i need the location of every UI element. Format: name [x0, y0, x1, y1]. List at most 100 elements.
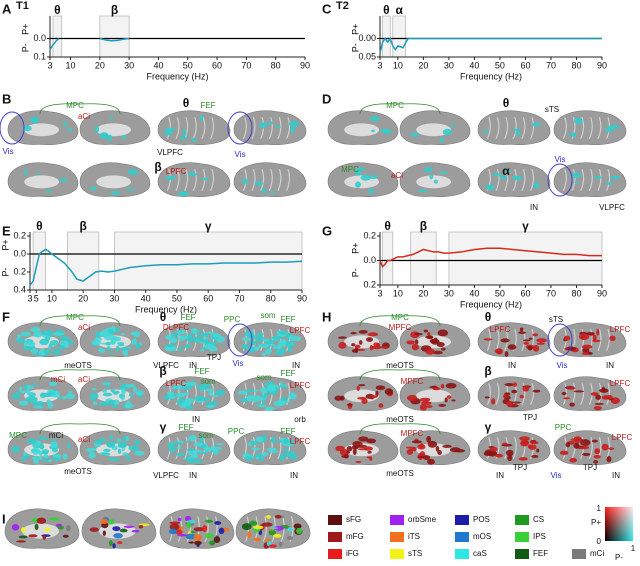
blob	[283, 438, 289, 445]
brain	[399, 110, 471, 145]
blob	[610, 124, 620, 130]
region-label: IN	[508, 361, 516, 370]
region-label: sTS	[545, 105, 559, 114]
blob	[193, 527, 205, 532]
legend-swatch	[515, 549, 529, 559]
sulcus	[251, 383, 256, 406]
blob	[266, 447, 278, 451]
blob	[173, 385, 183, 389]
blob	[437, 329, 449, 337]
region-label: PPC	[228, 427, 245, 436]
blob	[58, 336, 67, 340]
x-tick-label: 70	[234, 293, 244, 303]
legend-label: mFG	[346, 532, 364, 541]
blob	[288, 120, 299, 128]
x-tick-label: 30	[109, 293, 119, 303]
blob	[169, 337, 178, 343]
blob	[30, 326, 41, 333]
blob	[121, 447, 125, 452]
blob	[67, 128, 73, 132]
blob	[445, 382, 457, 389]
brain-outline	[477, 162, 551, 197]
blob	[91, 388, 97, 391]
blob	[133, 386, 138, 393]
y-tick-label: 0.2	[363, 230, 376, 240]
blob	[121, 135, 127, 139]
legend-swatch	[515, 515, 529, 525]
blob	[193, 534, 202, 541]
brain-medial	[22, 523, 60, 539]
brain-outline	[477, 430, 551, 465]
brain	[233, 322, 307, 357]
blob	[113, 441, 118, 444]
blob	[135, 390, 145, 396]
blob	[33, 405, 45, 409]
y-tick-label: 0.4	[13, 284, 26, 294]
blob	[573, 390, 585, 393]
blob	[289, 454, 299, 460]
blob	[186, 333, 197, 336]
blob	[427, 458, 435, 465]
region-label: meOTS	[64, 467, 92, 476]
blob	[269, 121, 273, 125]
blob	[186, 521, 191, 529]
blob	[122, 349, 129, 357]
blob	[532, 344, 540, 352]
blob	[358, 340, 363, 345]
blob	[605, 394, 613, 400]
brain	[159, 508, 235, 549]
blob	[175, 529, 183, 535]
blob	[102, 530, 107, 536]
blob	[18, 535, 28, 539]
blob	[573, 436, 582, 444]
blob	[108, 351, 115, 354]
blob	[189, 457, 196, 464]
sulcus	[486, 383, 491, 406]
x-tick-label: 70	[241, 60, 251, 70]
blob	[41, 449, 50, 454]
blob	[98, 401, 109, 406]
region-label: θ	[503, 96, 510, 110]
blob	[357, 448, 369, 451]
region-label: IN	[292, 361, 300, 370]
region-label: MPC	[391, 313, 409, 322]
blob	[66, 525, 71, 532]
blob	[50, 441, 58, 448]
blob	[110, 404, 118, 408]
blob	[581, 344, 593, 350]
y-tick-label: 0.00	[358, 33, 376, 43]
sulcus	[606, 383, 611, 406]
legend-label: iFG	[346, 549, 359, 558]
blob	[440, 383, 445, 389]
blob	[247, 531, 252, 539]
brain	[399, 430, 471, 465]
blob	[34, 440, 42, 446]
blob	[492, 173, 503, 177]
blob	[266, 386, 277, 392]
blob	[438, 171, 448, 174]
blob	[559, 450, 569, 456]
blob	[62, 453, 68, 460]
blob	[22, 345, 33, 351]
region-label: IN	[189, 471, 197, 480]
blob	[202, 525, 208, 532]
brain	[327, 322, 399, 357]
blob	[164, 130, 173, 136]
y-tick-label: 0.2	[13, 230, 26, 240]
chart-title: T2	[336, 0, 349, 12]
blob	[44, 336, 51, 342]
region-label: aCi	[391, 171, 403, 180]
blob	[248, 340, 258, 346]
sulcus	[512, 437, 517, 460]
brain-medial	[416, 123, 452, 137]
blob	[427, 331, 431, 336]
vis-circle	[547, 323, 573, 357]
blob	[179, 136, 188, 140]
key-label: 1	[597, 504, 602, 513]
blob	[513, 128, 520, 132]
blob	[128, 392, 134, 398]
sulcus	[286, 117, 291, 140]
blob	[358, 384, 366, 387]
blob	[212, 333, 222, 338]
x-tick-label: 40	[469, 288, 479, 298]
